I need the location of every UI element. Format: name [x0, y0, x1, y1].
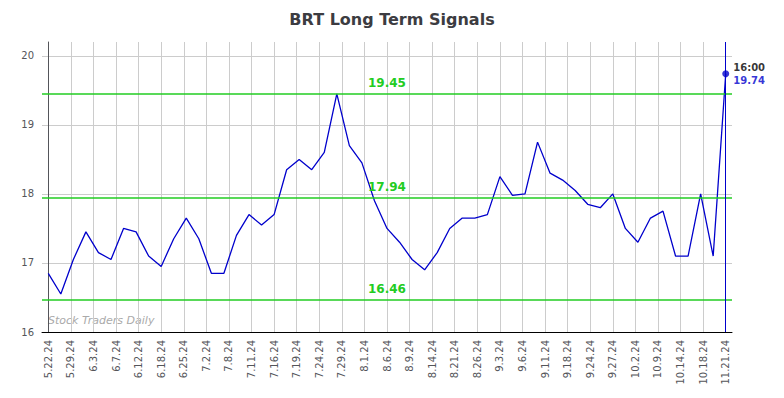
svg-text:6.3.24: 6.3.24: [88, 340, 99, 372]
svg-text:5.29.24: 5.29.24: [65, 340, 76, 378]
svg-text:8.9.24: 8.9.24: [404, 340, 415, 372]
svg-text:17.94: 17.94: [368, 180, 406, 194]
svg-text:20: 20: [21, 50, 34, 61]
svg-text:8.21.24: 8.21.24: [449, 340, 460, 378]
svg-text:7.19.24: 7.19.24: [291, 340, 302, 378]
svg-text:6.12.24: 6.12.24: [133, 340, 144, 378]
svg-text:6.18.24: 6.18.24: [156, 340, 167, 378]
svg-text:10.14.24: 10.14.24: [675, 340, 686, 385]
svg-text:8.14.24: 8.14.24: [427, 340, 438, 378]
svg-text:10.2.24: 10.2.24: [630, 340, 641, 378]
svg-text:BRT Long Term Signals: BRT Long Term Signals: [289, 10, 494, 29]
svg-text:10.18.24: 10.18.24: [698, 340, 709, 385]
svg-text:9.3.24: 9.3.24: [494, 340, 505, 372]
svg-text:19: 19: [21, 119, 34, 130]
svg-text:7.2.24: 7.2.24: [201, 340, 212, 372]
svg-text:7.24.24: 7.24.24: [314, 340, 325, 378]
svg-text:5.22.24: 5.22.24: [43, 340, 54, 378]
svg-text:19.45: 19.45: [368, 76, 406, 90]
svg-text:Stock Traders Daily: Stock Traders Daily: [48, 314, 155, 327]
svg-text:9.6.24: 9.6.24: [517, 340, 528, 372]
svg-text:9.24.24: 9.24.24: [585, 340, 596, 378]
svg-text:17: 17: [21, 257, 34, 268]
svg-text:8.26.24: 8.26.24: [472, 340, 483, 378]
svg-text:19.74: 19.74: [733, 75, 765, 86]
svg-text:7.29.24: 7.29.24: [336, 340, 347, 378]
svg-text:11.21.24: 11.21.24: [720, 340, 731, 385]
svg-text:6.25.24: 6.25.24: [178, 340, 189, 378]
svg-text:9.27.24: 9.27.24: [607, 340, 618, 378]
svg-text:16.46: 16.46: [368, 282, 406, 296]
svg-text:10.9.24: 10.9.24: [652, 340, 663, 378]
svg-text:7.11.24: 7.11.24: [246, 340, 257, 378]
svg-text:16: 16: [21, 327, 34, 338]
svg-text:9.18.24: 9.18.24: [562, 340, 573, 378]
svg-text:9.11.24: 9.11.24: [540, 340, 551, 378]
svg-text:6.7.24: 6.7.24: [111, 340, 122, 372]
svg-text:7.16.24: 7.16.24: [269, 340, 280, 378]
svg-text:18: 18: [21, 188, 34, 199]
svg-text:8.1.24: 8.1.24: [359, 340, 370, 372]
svg-text:7.8.24: 7.8.24: [223, 340, 234, 372]
svg-text:16:00: 16:00: [733, 62, 765, 73]
svg-text:8.6.24: 8.6.24: [382, 340, 393, 372]
